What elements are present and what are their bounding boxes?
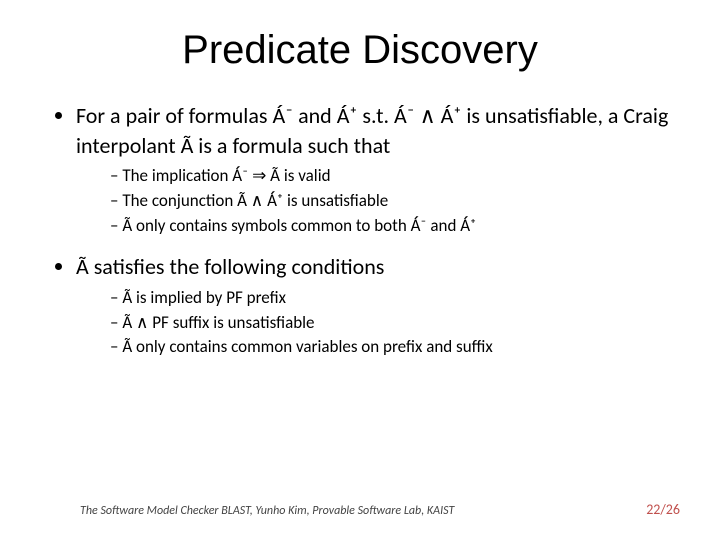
bullet-2: Ã satisfies the following conditions Ã i… xyxy=(76,252,680,360)
bullet-1-text: For a pair of formulas Á⁻ and Á⁺ s.t. Á⁻… xyxy=(76,102,668,159)
sub-2c: Ã only contains common variables on pref… xyxy=(110,335,680,360)
sub-2b: Ã ∧ PF suffix is unsatisfiable xyxy=(110,311,680,336)
bullet-2-text: Ã satisfies the following conditions xyxy=(76,253,384,280)
footer-attribution: The Software Model Checker BLAST, Yunho … xyxy=(80,504,454,518)
slide-container: Predicate Discovery For a pair of formul… xyxy=(0,0,720,540)
top-bullet-list: For a pair of formulas Á⁻ and Á⁺ s.t. Á⁻… xyxy=(40,101,680,360)
slide-title: Predicate Discovery xyxy=(40,28,680,73)
sub-2a: Ã is implied by PF prefix xyxy=(110,286,680,311)
bullet-1: For a pair of formulas Á⁻ and Á⁺ s.t. Á⁻… xyxy=(76,101,680,238)
sub-list-2: Ã is implied by PF prefix Ã ∧ PF suffix … xyxy=(76,286,680,360)
sub-1a: The implication Á⁻ ⇒ Ã is valid xyxy=(110,164,680,189)
page-number: 22/26 xyxy=(646,501,680,518)
sub-1c: Ã only contains symbols common to both Á… xyxy=(110,214,680,239)
sub-1b: The conjunction Ã ∧ Á⁺ is unsatisfiable xyxy=(110,189,680,214)
sub-list-1: The implication Á⁻ ⇒ Ã is valid The conj… xyxy=(76,164,680,238)
